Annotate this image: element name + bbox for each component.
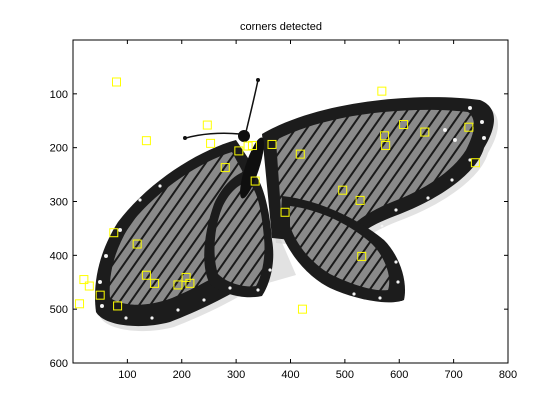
corner-marker: [141, 270, 151, 280]
x-tick-label: 500: [336, 369, 354, 381]
corner-marker: [112, 77, 121, 87]
corner-marker: [206, 138, 216, 148]
corner-marker: [297, 304, 307, 314]
corner-marker: [185, 278, 195, 288]
corner-marker: [420, 127, 430, 137]
corner-marker: [79, 275, 89, 285]
corner-marker: [132, 239, 142, 249]
corner-marker: [247, 141, 257, 151]
corner-marker: [84, 281, 94, 291]
x-tick-label: 100: [118, 369, 136, 381]
corner-markers: [75, 77, 480, 314]
corner-marker: [173, 280, 183, 290]
corner-marker: [202, 120, 212, 130]
corner-marker: [150, 278, 160, 288]
chart-title: corners detected: [240, 21, 322, 33]
corner-marker: [357, 251, 367, 261]
corner-marker: [234, 146, 244, 156]
corner-marker: [250, 176, 260, 186]
corner-marker: [464, 122, 474, 132]
butterfly-image: [94, 78, 498, 332]
corner-marker: [338, 185, 348, 195]
corner-marker: [355, 195, 365, 205]
corner-marker: [280, 207, 290, 217]
y-tick-label: 200: [50, 143, 68, 155]
corner-marker: [220, 163, 230, 173]
y-tick-label: 500: [50, 304, 68, 316]
corner-marker: [75, 299, 85, 309]
corner-marker: [470, 158, 480, 168]
y-tick-label: 100: [50, 89, 68, 101]
corner-marker: [377, 86, 387, 96]
x-tick-label: 700: [444, 369, 462, 381]
x-tick-label: 400: [281, 369, 299, 381]
x-tick-label: 300: [227, 369, 245, 381]
corner-marker: [267, 139, 277, 149]
corner-marker: [381, 141, 391, 151]
corner-marker: [113, 301, 123, 311]
x-tick-label: 200: [173, 369, 191, 381]
corner-marker: [295, 149, 305, 159]
corner-marker: [109, 228, 119, 238]
y-tick-label: 600: [50, 358, 68, 370]
corner-marker: [141, 136, 151, 146]
x-tick-label: 800: [499, 369, 517, 381]
y-tick-label: 400: [50, 250, 68, 262]
corner-marker: [95, 290, 105, 300]
x-tick-label: 600: [390, 369, 408, 381]
axis-ticks: 100 200 300 400 500 600 700 800 100 200 300 400 500 6…: [50, 40, 517, 381]
y-tick-label: 300: [50, 197, 68, 209]
corner-marker: [380, 131, 390, 141]
corner-marker: [399, 120, 409, 130]
